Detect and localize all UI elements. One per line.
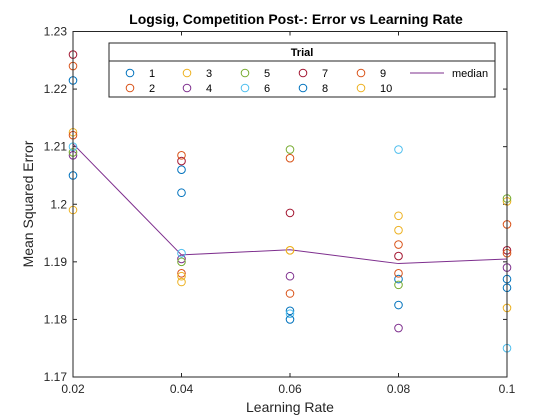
legend-label-trial-5: 5: [264, 68, 270, 80]
x-tick-label: 0.02: [61, 382, 85, 396]
point-trial-2: [285, 289, 295, 298]
legend-label-trial-4: 4: [206, 83, 212, 95]
y-tick-label: 1.22: [44, 82, 68, 96]
legend-title: Trial: [291, 47, 314, 59]
point-trial-10: [285, 246, 295, 255]
point-trial-5: [177, 257, 186, 267]
legend-marker-trial-1: [125, 68, 135, 78]
legend-marker-trial-6: [240, 83, 250, 93]
point-trial-4: [285, 271, 295, 281]
point-trial-6: [177, 248, 186, 258]
legend-label-trial-3: 3: [206, 68, 212, 80]
legend-marker-trial-7: [298, 68, 308, 78]
y-axis-label: Mean Squared Error: [20, 140, 36, 267]
legend-label-trial-1: 1: [149, 68, 155, 80]
y-tick-label: 1.18: [44, 312, 68, 326]
legend-items: 1 2 3 4 5 6 7 8 9 10 median: [125, 68, 488, 95]
point-trial-1: [394, 274, 403, 284]
point-trial-8: [177, 165, 186, 174]
legend-label-median: median: [452, 68, 488, 80]
x-tick-label: 0.1: [499, 382, 516, 396]
point-trial-3: [394, 211, 403, 221]
axes-box: [72, 31, 508, 378]
x-tick-label: 0.04: [170, 382, 194, 396]
point-trial-4: [177, 254, 186, 264]
y-tick-label: 1.2: [50, 197, 67, 211]
point-trial-5: [285, 145, 295, 154]
y-tick-label: 1.19: [44, 255, 68, 269]
point-trial-4: [394, 323, 403, 333]
median-series: [72, 143, 508, 265]
legend: Trial 1 2 3 4 5 6 7 8 9 10 median: [108, 42, 496, 98]
legend-marker-trial-3: [182, 68, 192, 78]
point-trial-5: [394, 280, 403, 290]
legend-label-trial-2: 2: [149, 83, 155, 95]
legend-label-trial-9: 9: [380, 68, 386, 80]
legend-label-trial-7: 7: [322, 68, 328, 80]
point-trial-9: [285, 153, 295, 163]
point-trial-6: [285, 309, 295, 318]
point-trial-9: [177, 151, 186, 160]
point-trial-7: [285, 208, 295, 218]
legend-marker-trial-10: [356, 83, 366, 93]
axes-ticks: 0.02 0.04 0.06 0.08 0.1 1.17 1.18 1.19 1.2 1.21 1.…: [44, 25, 516, 397]
point-trial-9: [394, 269, 403, 278]
point-trial-8: [394, 300, 403, 310]
point-trial-10: [177, 277, 186, 287]
point-trial-6: [394, 145, 403, 154]
legend-label-trial-8: 8: [322, 83, 328, 95]
point-trial-3: [177, 271, 186, 281]
x-axis-label: Learning Rate: [246, 399, 334, 415]
point-trial-7: [177, 156, 186, 166]
point-trial-2: [177, 269, 186, 278]
point-trial-1: [177, 188, 186, 198]
legend-marker-trial-8: [298, 83, 308, 93]
y-tick-label: 1.17: [44, 370, 68, 384]
point-trial-1: [285, 306, 295, 316]
legend-box: [108, 42, 496, 98]
y-tick-label: 1.21: [44, 140, 68, 154]
x-tick-label: 0.08: [387, 382, 411, 396]
median-line: [72, 143, 508, 265]
point-trial-7: [394, 251, 403, 261]
point-trial-10: [394, 225, 403, 235]
point-trial-2: [394, 240, 403, 249]
legend-label-trial-6: 6: [264, 83, 270, 95]
y-tick-label: 1.23: [44, 25, 68, 39]
chart-title: Logsig, Competition Post-: Error vs Lear…: [129, 11, 463, 27]
x-tick-label: 0.06: [278, 382, 302, 396]
legend-label-trial-10: 10: [380, 83, 392, 95]
legend-marker-trial-2: [125, 83, 135, 93]
legend-marker-trial-9: [356, 68, 366, 78]
legend-marker-trial-4: [182, 83, 192, 93]
point-trial-8: [285, 315, 295, 324]
legend-marker-trial-5: [240, 68, 250, 78]
